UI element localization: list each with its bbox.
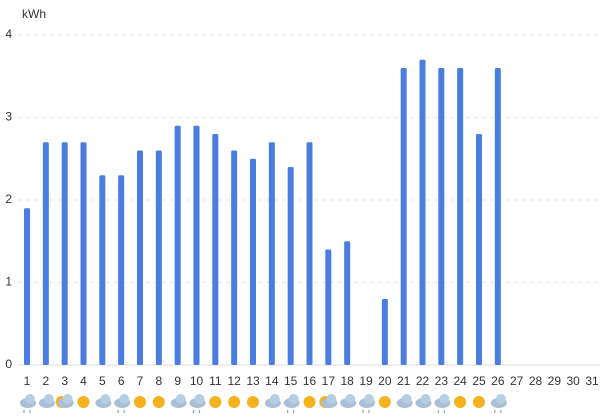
bar bbox=[419, 59, 426, 365]
rain-icon bbox=[362, 410, 370, 413]
cloud-icon bbox=[439, 394, 450, 404]
cloud-icon bbox=[495, 394, 506, 404]
cloud-icon bbox=[194, 394, 205, 404]
x-tick-label: 26 bbox=[491, 374, 505, 388]
x-tick-label: 9 bbox=[174, 374, 181, 388]
cloud-icon bbox=[326, 394, 337, 404]
x-tick-label: 30 bbox=[566, 374, 580, 388]
sun-icon bbox=[473, 396, 485, 408]
bar bbox=[381, 299, 388, 365]
rain-icon bbox=[23, 410, 31, 413]
sun-icon bbox=[134, 396, 146, 408]
bar bbox=[287, 167, 294, 365]
bar bbox=[231, 150, 238, 365]
sun-icon bbox=[228, 396, 241, 408]
x-tick-label: 5 bbox=[99, 374, 106, 388]
x-tick-label: 22 bbox=[416, 374, 430, 388]
x-tick-label: 4 bbox=[80, 374, 87, 388]
bar bbox=[42, 142, 49, 365]
x-tick-label: 21 bbox=[397, 374, 411, 388]
cloud-icon bbox=[420, 394, 431, 404]
x-tick-label: 13 bbox=[246, 374, 260, 388]
rain-icon bbox=[192, 410, 201, 413]
x-tick-label: 27 bbox=[510, 374, 524, 388]
x-tick-label: 17 bbox=[322, 374, 336, 388]
bar bbox=[118, 175, 125, 365]
cloud-icon bbox=[175, 394, 186, 404]
cloud-icon bbox=[401, 394, 412, 404]
bar bbox=[193, 125, 200, 365]
sun-icon bbox=[247, 396, 259, 408]
x-tick-label: 10 bbox=[190, 374, 204, 388]
x-tick-label: 28 bbox=[529, 374, 543, 388]
x-tick-label: 23 bbox=[435, 374, 449, 388]
rain-icon bbox=[494, 410, 502, 413]
x-tick-label: 20 bbox=[378, 374, 392, 388]
y-tick-label: 2 bbox=[5, 192, 12, 206]
cloud-icon bbox=[119, 394, 130, 404]
bar bbox=[137, 150, 143, 365]
sun-icon bbox=[209, 396, 222, 408]
bar bbox=[61, 142, 68, 365]
sun-icon bbox=[378, 396, 391, 408]
sun-icon bbox=[454, 396, 467, 408]
bar bbox=[325, 249, 332, 365]
bar bbox=[494, 68, 501, 365]
x-tick-label: 19 bbox=[359, 374, 373, 388]
bar bbox=[344, 241, 351, 365]
bar bbox=[457, 68, 464, 365]
x-tick-label: 14 bbox=[265, 374, 279, 388]
bar bbox=[24, 208, 30, 365]
rain-icon bbox=[287, 410, 295, 413]
cloud-icon bbox=[364, 394, 374, 404]
cloud-icon bbox=[100, 394, 111, 404]
x-tick-label: 7 bbox=[137, 374, 144, 388]
bar bbox=[250, 158, 256, 365]
y-axis-label: kWh bbox=[22, 7, 46, 21]
weather-icons bbox=[20, 394, 507, 413]
x-tick-label: 31 bbox=[585, 374, 599, 388]
bar bbox=[80, 142, 87, 365]
x-tick-label: 3 bbox=[61, 374, 68, 388]
x-tick-label: 8 bbox=[155, 374, 162, 388]
bar bbox=[306, 142, 313, 365]
x-tick-label: 15 bbox=[284, 374, 298, 388]
x-tick-label: 18 bbox=[340, 374, 354, 388]
x-tick-label: 29 bbox=[548, 374, 562, 388]
bar bbox=[268, 142, 275, 365]
bar bbox=[212, 134, 219, 365]
sun-icon bbox=[77, 396, 90, 408]
bar bbox=[155, 150, 162, 365]
cloud-icon bbox=[25, 394, 35, 404]
x-tick-label: 11 bbox=[209, 374, 222, 388]
x-tick-label: 2 bbox=[42, 374, 49, 388]
rain-icon bbox=[437, 410, 445, 413]
cloud-icon bbox=[345, 394, 356, 404]
rain-icon bbox=[117, 410, 125, 413]
sun-icon bbox=[303, 396, 316, 408]
bar bbox=[438, 68, 445, 365]
cloud-icon bbox=[288, 394, 299, 404]
y-tick-label: 0 bbox=[5, 357, 12, 371]
x-tick-label: 24 bbox=[453, 374, 467, 388]
x-tick-label: 16 bbox=[303, 374, 317, 388]
y-tick-label: 1 bbox=[5, 275, 12, 289]
x-tick-label: 25 bbox=[472, 374, 486, 388]
bar bbox=[99, 175, 106, 365]
bar bbox=[400, 68, 407, 365]
bar bbox=[174, 125, 181, 365]
x-tick-label: 12 bbox=[227, 374, 241, 388]
x-tick-label: 6 bbox=[118, 374, 125, 388]
cloud-icon bbox=[43, 394, 54, 404]
bar bbox=[476, 134, 482, 365]
cloud-icon bbox=[62, 394, 73, 404]
cloud-icon bbox=[269, 394, 280, 404]
sun-icon bbox=[152, 396, 165, 408]
y-tick-label: 4 bbox=[5, 27, 12, 41]
x-tick-label: 1 bbox=[24, 374, 31, 388]
y-tick-label: 3 bbox=[5, 110, 12, 124]
